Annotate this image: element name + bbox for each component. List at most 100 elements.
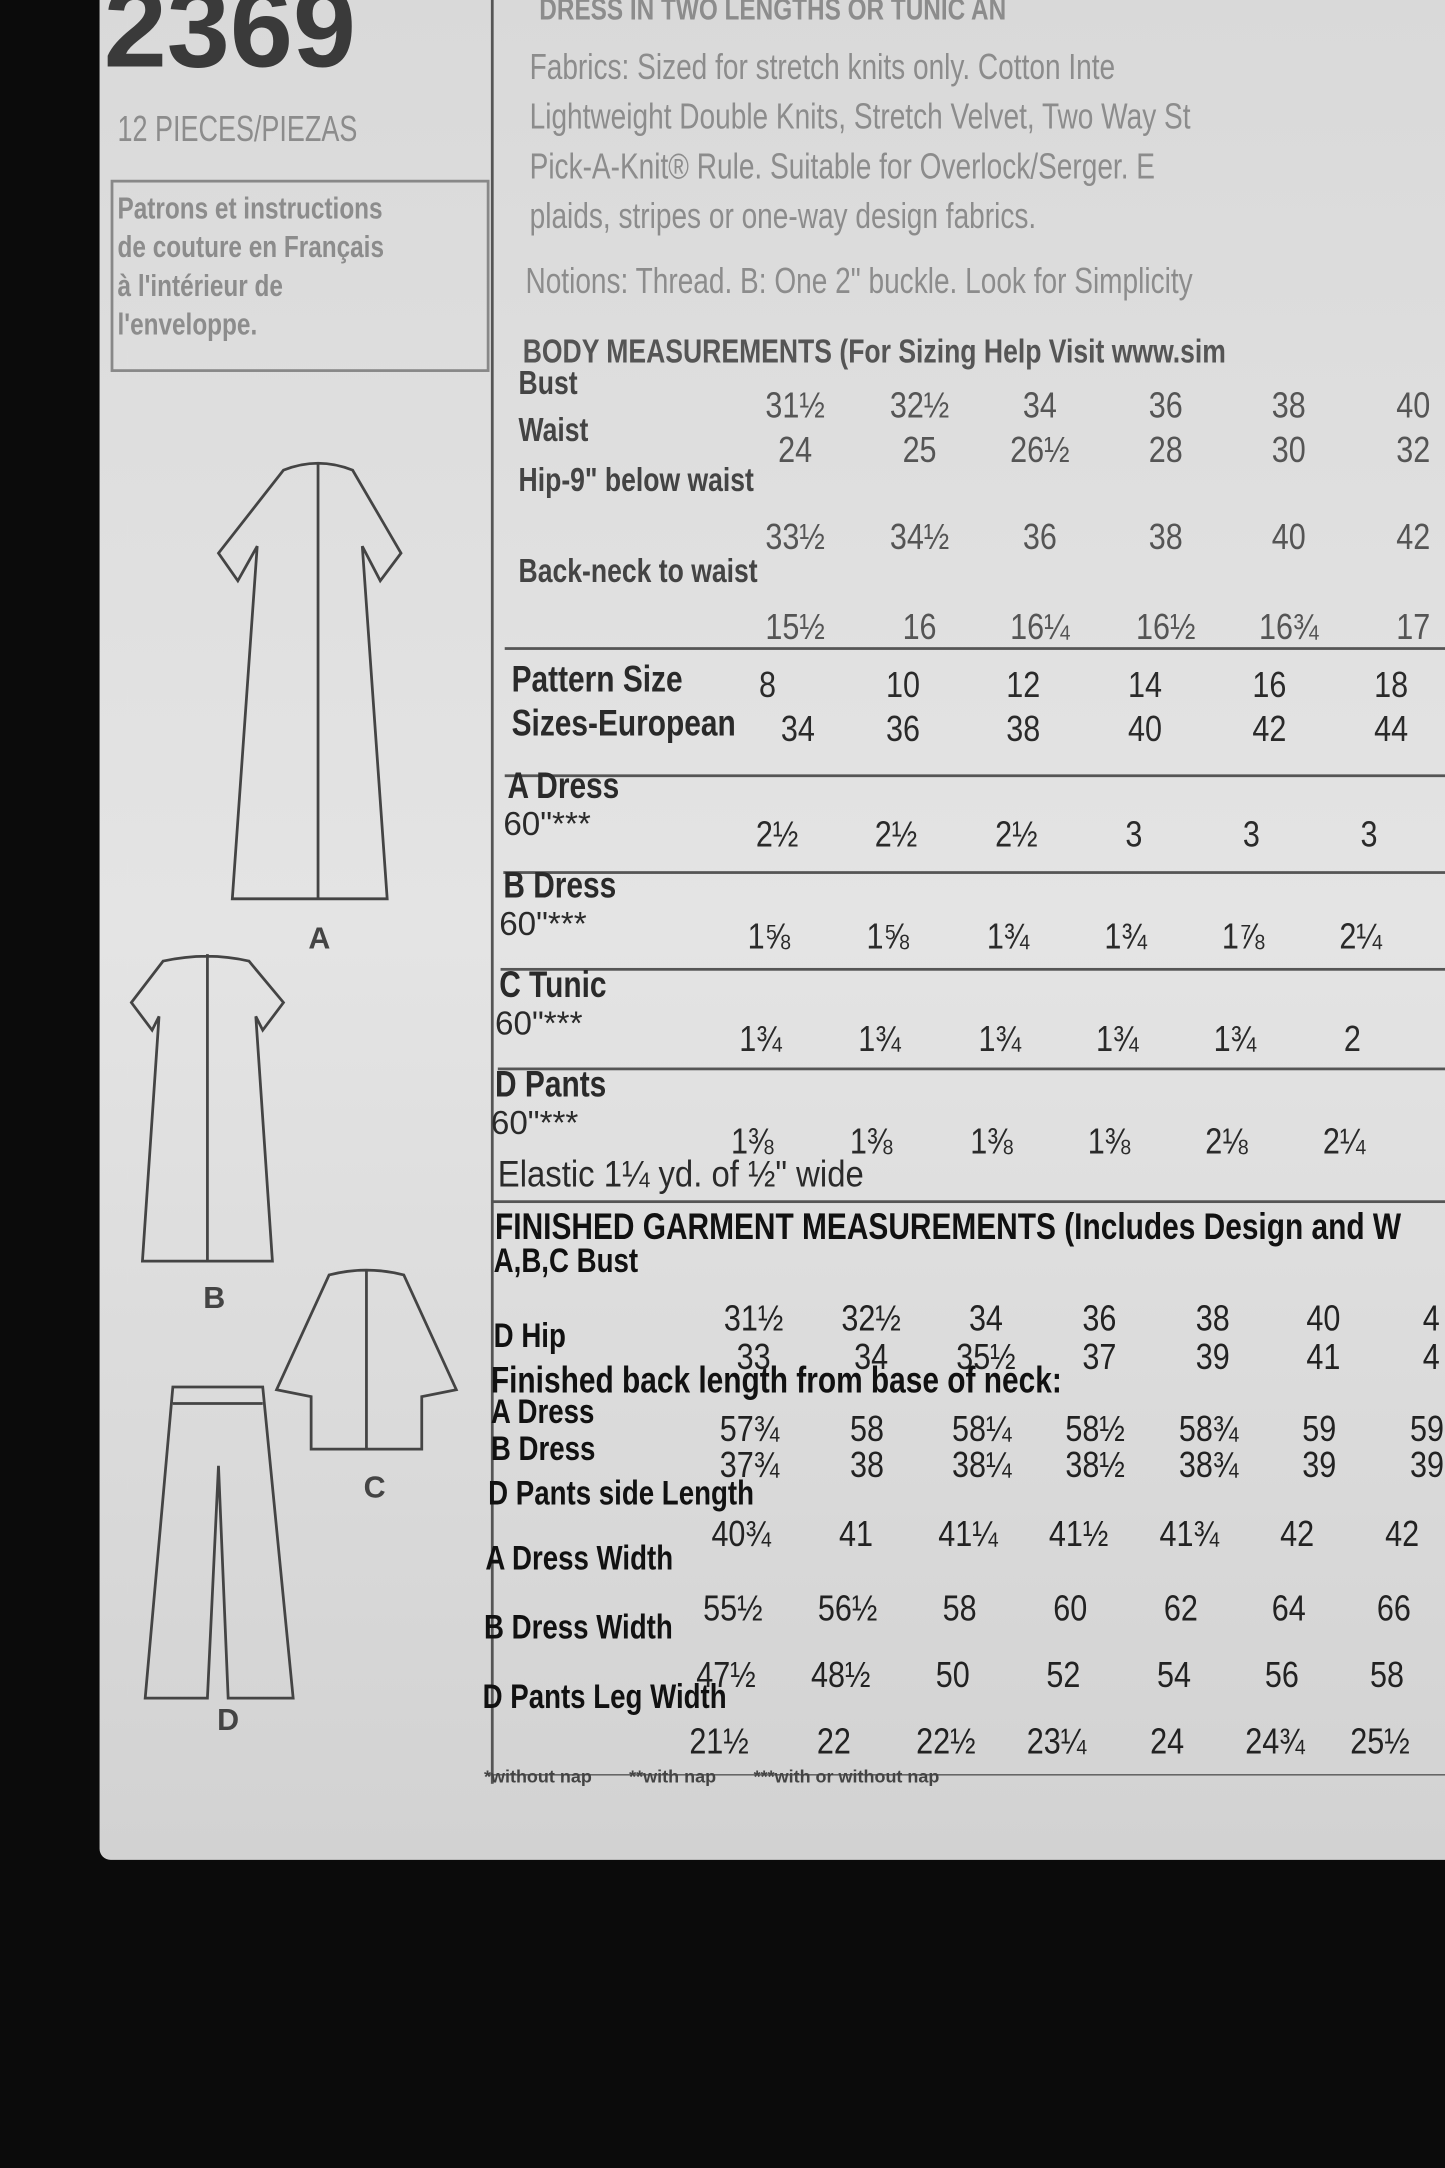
cell: 16¾ [1259, 605, 1319, 648]
cell: 41¾ [1159, 1512, 1219, 1555]
cell: 47½ [696, 1653, 756, 1696]
cell: 17 [1396, 605, 1431, 648]
cell: 39 [1302, 1443, 1337, 1486]
cell: 59 [1302, 1407, 1337, 1450]
cell: 1⅜ [730, 1120, 774, 1162]
cell: 59 [1410, 1407, 1445, 1450]
cell: 36 [1082, 1297, 1117, 1339]
cell: 31½ [723, 1297, 784, 1339]
cell: 2⅛ [1205, 1120, 1248, 1162]
cell: 41 [1306, 1335, 1341, 1378]
cell: 12 [1006, 663, 1041, 706]
cell: 33½ [765, 515, 825, 558]
cell: 1¾ [978, 1017, 1022, 1060]
body-heading: BODY MEASUREMENTS (For Sizing Help Visit… [522, 333, 1226, 371]
cell: 2½ [995, 813, 1038, 855]
cell: 48½ [810, 1653, 871, 1696]
row-label: Sizes-European [511, 702, 736, 744]
rule [492, 1200, 1445, 1204]
row-label: Pattern Size [511, 658, 683, 700]
row-label: D Pants Leg Width [482, 1677, 727, 1717]
cell: 2¼ [1339, 915, 1382, 957]
footnote: ***with or without nap [753, 1765, 940, 1787]
row-label: Bust [518, 365, 578, 403]
cell: 34½ [889, 515, 950, 558]
cell: 36 [1148, 384, 1183, 426]
cell: 52 [1046, 1653, 1081, 1696]
cell: 2¼ [1322, 1120, 1366, 1162]
rule [500, 967, 1445, 971]
cell: 24 [1150, 1720, 1185, 1762]
cell: 58¼ [952, 1407, 1012, 1450]
cell: 32½ [841, 1297, 901, 1339]
cell: 22 [816, 1720, 851, 1762]
row-label: D Pants side Length [488, 1474, 754, 1513]
cell: 56½ [817, 1587, 878, 1629]
cell: 4 [1422, 1297, 1440, 1339]
cell: 40¾ [711, 1512, 771, 1555]
cell: 1⅞ [1221, 915, 1265, 957]
row-label: B Dress [503, 864, 617, 906]
cell: 15½ [765, 605, 825, 648]
rule [486, 1774, 1445, 1776]
cell: 41 [838, 1512, 873, 1555]
french-note: Patrons et instructions [117, 190, 383, 226]
cell: 58 [1369, 1653, 1404, 1696]
cell: 66 [1376, 1587, 1411, 1629]
row-label: D Pants [495, 1063, 607, 1105]
row-label: B Dress Width [483, 1608, 673, 1647]
cell: 2½ [874, 813, 918, 855]
cell: 39 [1195, 1335, 1230, 1378]
cell: 2½ [755, 813, 799, 855]
cell: 18 [1374, 663, 1409, 706]
finished-heading: FINISHED GARMENT MEASUREMENTS (Includes … [495, 1205, 1402, 1248]
cell: 37 [1082, 1335, 1117, 1378]
fabric-width: 60"*** [490, 1104, 579, 1143]
fabrics-line: plaids, stripes or one-way design fabric… [529, 194, 1037, 237]
cell: 25 [902, 428, 937, 471]
cell: 34 [854, 1335, 889, 1378]
cell: 1⅝ [866, 915, 910, 957]
row-label: C Tunic [499, 963, 607, 1006]
cell: 35½ [956, 1335, 1016, 1378]
row-label: A Dress Width [485, 1539, 674, 1578]
cell: 40 [1306, 1297, 1341, 1339]
cell: 38¼ [952, 1443, 1012, 1486]
cell: 38 [1195, 1297, 1230, 1339]
row-label: Waist [518, 412, 589, 450]
cell: 23¼ [1026, 1720, 1087, 1762]
pieces: 12 PIECES/PIEZAS [117, 107, 358, 150]
cell: 36 [1022, 515, 1057, 558]
cell: 16¼ [1010, 605, 1070, 648]
cell: 40 [1271, 515, 1306, 558]
footnote: *without nap [483, 1765, 592, 1787]
notions: Notions: Thread. B: One 2" buckle. Look … [525, 259, 1193, 302]
cell: 1¾ [1104, 915, 1147, 957]
cell: 58 [850, 1407, 885, 1450]
cell: 4 [1422, 1335, 1440, 1378]
divider [490, 0, 494, 1784]
cell: 26½ [1010, 428, 1070, 471]
cell: 8 [758, 663, 776, 706]
cell: 1¾ [739, 1017, 782, 1060]
rule [504, 647, 1445, 650]
cell: 16½ [1135, 605, 1196, 648]
cell: 32 [1396, 428, 1431, 471]
row-label: A,B,C Bust [493, 1241, 639, 1281]
row-label: A Dress [507, 764, 620, 807]
cell: 57¾ [719, 1407, 780, 1450]
cell: 22½ [916, 1720, 976, 1762]
view-label: C [363, 1469, 386, 1505]
cell: 1¾ [1213, 1017, 1257, 1060]
cell: 33 [736, 1335, 771, 1378]
pattern-number: 2369 [103, 0, 356, 92]
cell: 42 [1396, 515, 1431, 558]
view-b-drawing [129, 954, 286, 1263]
view-label: B [203, 1280, 226, 1316]
fabric-width: 60"*** [499, 905, 587, 944]
cell: 58½ [1065, 1407, 1125, 1450]
cell: 1¾ [1096, 1017, 1139, 1060]
cell: 24¾ [1245, 1720, 1305, 1762]
view-a-drawing [216, 461, 403, 901]
